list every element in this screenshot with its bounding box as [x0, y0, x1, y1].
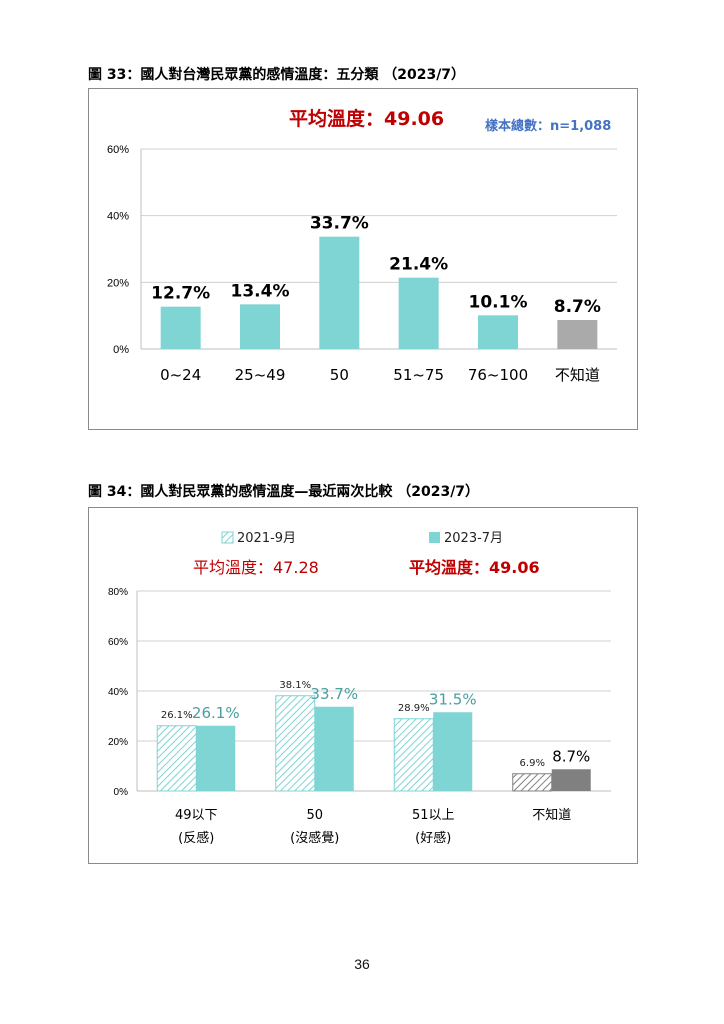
- chart-34-x-tick-label: 51以上: [412, 808, 455, 823]
- chart-34-y-tick-label: 80%: [108, 587, 128, 598]
- chart-33-x-tick-label: 50: [330, 366, 349, 384]
- chart-34-x-tick-label: 不知道: [532, 807, 571, 823]
- chart-33-data-label: 12.7%: [151, 284, 210, 304]
- chart-34-y-tick-label: 40%: [108, 687, 128, 698]
- chart-34-data-label-2023: 31.5%: [429, 690, 477, 708]
- chart-34-data-label-2021: 6.9%: [520, 758, 545, 769]
- chart-33-x-tick-label: 51~75: [393, 366, 444, 384]
- chart-34-data-label-2023: 8.7%: [552, 747, 590, 765]
- chart-34-x-tick-sublabel: (好感): [415, 830, 451, 846]
- chart-33-svg: 平均溫度：49.06 樣本總數：n=1,088 0% 20% 40% 60% 12.7% 0~…: [107, 107, 617, 384]
- legend-label-2021: 2021-9月: [237, 531, 296, 546]
- chart-33-bar: [319, 236, 360, 349]
- chart-34-bar-2023: [551, 769, 591, 791]
- chart-34-data-label-2023: 33.7%: [310, 685, 358, 703]
- chart-34-bar-2021: [393, 718, 434, 792]
- avg-temp-2023: 平均溫度：49.06: [409, 558, 540, 577]
- chart-34-bar-2021: [512, 773, 553, 792]
- chart-34-data-label-2021: 26.1%: [161, 710, 193, 721]
- chart-33-bar: [557, 320, 598, 349]
- legend-label-2023: 2023-7月: [444, 531, 503, 546]
- chart-34-x-tick-label: 50: [306, 808, 323, 823]
- chart-33-bar: [478, 315, 518, 349]
- legend-swatch-2021: [221, 531, 234, 544]
- chart-33-x-tick-label: 25~49: [235, 366, 286, 384]
- chart-33-title: 平均溫度：49.06: [289, 107, 444, 130]
- chart-33-bar: [160, 306, 201, 349]
- chart-34-bar-2021: [156, 725, 197, 792]
- chart-34-data-label-2021: 38.1%: [279, 680, 311, 691]
- chart-34-y-tick-label: 0%: [114, 787, 129, 798]
- chart-33-panel: 平均溫度：49.06 樣本總數：n=1,088 0% 20% 40% 60% 12.7% 0~…: [88, 88, 638, 430]
- chart-34-bar-2021: [275, 695, 316, 792]
- chart-33-y-tick-label: 40%: [107, 211, 129, 223]
- chart-34-bar-2023: [196, 725, 236, 791]
- chart-33-data-label: 10.1%: [469, 292, 528, 312]
- page-number: 36: [354, 956, 370, 972]
- chart-33-x-tick-label: 0~24: [160, 366, 201, 384]
- chart-34-bar-2023: [314, 706, 354, 791]
- chart-33-bar: [398, 277, 439, 349]
- figure-34-caption: 圖 34：國人對民眾黨的感情溫度—最近兩次比較 （2023/7）: [88, 484, 480, 500]
- chart-34-y-tick-label: 60%: [108, 637, 128, 648]
- avg-temp-2021: 平均溫度：47.28: [193, 558, 319, 577]
- chart-34-x-tick-label: 49以下: [175, 808, 218, 823]
- chart-34-x-tick-sublabel: (沒感覺): [290, 830, 339, 846]
- chart-33-data-label: 33.7%: [310, 214, 369, 234]
- chart-34-data-label-2023: 26.1%: [192, 704, 240, 722]
- chart-34-panel: 2021-9月 2023-7月平均溫度：47.28 平均溫度：49.06 0% 20% 4…: [88, 507, 638, 864]
- legend-swatch-2023: [429, 532, 440, 543]
- chart-34-x-tick-sublabel: (反感): [178, 830, 214, 846]
- chart-33-bar: [240, 304, 280, 349]
- figure-33-caption: 圖 33：國人對台灣民眾黨的感情溫度：五分類 （2023/7）: [88, 67, 466, 83]
- chart-33-x-tick-label: 不知道: [555, 366, 600, 384]
- chart-33-y-tick-label: 0%: [113, 344, 129, 356]
- chart-33-x-tick-label: 76~100: [468, 366, 528, 384]
- chart-34-y-tick-label: 20%: [108, 737, 128, 748]
- chart-33-sample-note: 樣本總數：n=1,088: [485, 118, 611, 134]
- chart-34-data-label-2021: 28.9%: [398, 703, 430, 714]
- chart-34-bar-2023: [433, 712, 473, 791]
- chart-33-y-tick-label: 60%: [107, 144, 129, 156]
- chart-33-data-label: 21.4%: [389, 255, 448, 275]
- chart-33-data-label: 8.7%: [554, 297, 601, 317]
- chart-33-y-tick-label: 20%: [107, 277, 129, 289]
- chart-33-data-label: 13.4%: [231, 281, 290, 301]
